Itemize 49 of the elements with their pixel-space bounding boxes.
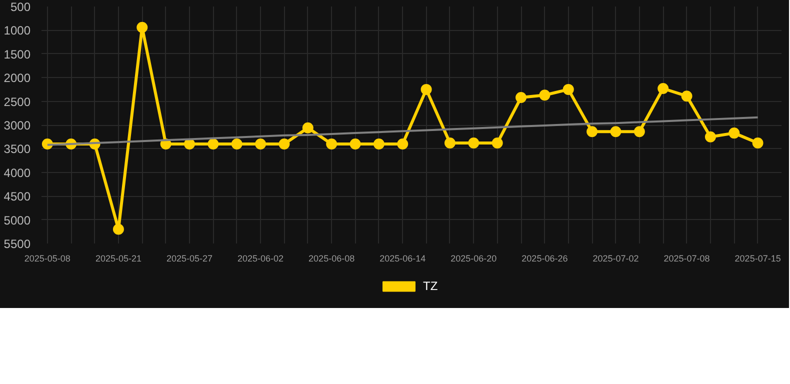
- point: [208, 138, 219, 150]
- x-tick-label: 2025-06-14: [380, 254, 426, 264]
- point: [728, 128, 740, 139]
- point: [350, 138, 361, 150]
- y-tick-label: 5000: [4, 213, 31, 228]
- point: [444, 138, 456, 148]
- x-tick-label: 2025-05-08: [24, 254, 70, 264]
- y-tick-label: 500: [10, 0, 31, 14]
- x-tick-label: 2025-06-02: [238, 254, 284, 264]
- point: [278, 138, 290, 150]
- point: [302, 122, 314, 134]
- y-tick-label: 3500: [4, 142, 31, 156]
- y-tick-label: 1500: [4, 47, 31, 62]
- point: [326, 138, 338, 150]
- point: [420, 84, 432, 95]
- point: [562, 84, 574, 95]
- y-tick-label: 4000: [4, 166, 31, 180]
- point: [397, 138, 408, 150]
- y-tick-label: 4500: [4, 190, 31, 204]
- x-tick-label: 2025-05-27: [166, 254, 213, 264]
- point: [468, 138, 480, 148]
- x-tick-label: 2025-05-21: [95, 254, 142, 264]
- y-tick-label: 5500: [4, 237, 31, 251]
- y-tick-label: 2000: [4, 71, 31, 86]
- x-tick-label: 2025-06-26: [522, 254, 568, 264]
- point: [681, 90, 692, 102]
- legend-label: TZ: [423, 279, 439, 293]
- point: [516, 92, 527, 103]
- point: [658, 83, 669, 94]
- point: [112, 224, 124, 235]
- point: [586, 126, 598, 138]
- point: [136, 22, 148, 33]
- x-tick-label: 2025-06-08: [308, 254, 355, 264]
- point: [752, 138, 764, 148]
- point: [492, 138, 503, 148]
- point: [610, 126, 622, 138]
- x-tick-label: 2025-07-08: [664, 254, 710, 264]
- x-tick-label: 2025-07-15: [734, 254, 781, 264]
- y-tick-label: 3000: [4, 118, 31, 132]
- point: [704, 131, 716, 142]
- y-tick-label: 1000: [4, 24, 31, 38]
- point: [231, 138, 242, 150]
- point: [539, 90, 550, 101]
- x-tick-label: 2025-07-02: [592, 254, 639, 264]
- point: [373, 138, 384, 150]
- point: [255, 138, 266, 150]
- y-tick-label: 2500: [4, 94, 31, 109]
- x-tick-label: 2025-06-20: [450, 254, 497, 264]
- point: [634, 126, 645, 138]
